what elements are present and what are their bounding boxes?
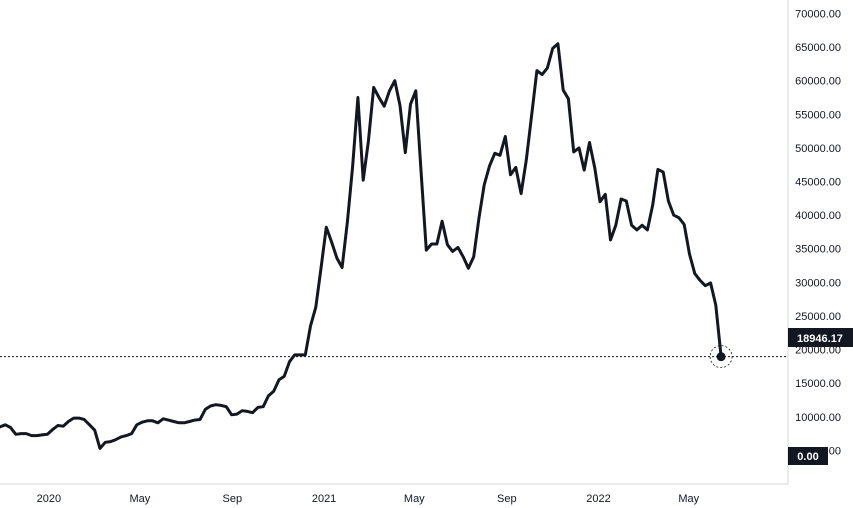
y-tick-label: 40000.00 — [795, 210, 841, 222]
x-tick-label: 2022 — [586, 493, 610, 505]
x-tick-label: May — [129, 493, 150, 505]
price-line — [0, 42, 723, 450]
plot-area[interactable] — [0, 42, 788, 450]
cursor-ring — [709, 345, 733, 369]
y-tick-label: 20000.00 — [795, 345, 841, 357]
y-tick-label: 55000.00 — [795, 109, 841, 121]
time-axis[interactable]: 2020 May Sep 2021 May Sep 2022 May — [37, 493, 700, 505]
x-tick-label: 2020 — [37, 493, 61, 505]
zero-price-badge: 0.00 — [788, 447, 828, 465]
x-tick-label: 2021 — [312, 493, 336, 505]
zero-price-label: 0.00 — [797, 451, 818, 463]
y-tick-label: 25000.00 — [795, 311, 841, 323]
x-tick-label: May — [404, 493, 425, 505]
current-price-label: 18946.17 — [797, 333, 843, 345]
y-tick-label: 30000.00 — [795, 277, 841, 289]
zero-badge-background — [788, 447, 828, 465]
x-tick-label: Sep — [223, 493, 243, 505]
y-tick-label: 60000.00 — [795, 76, 841, 88]
y-tick-label: 15000.00 — [795, 378, 841, 390]
x-tick-label: Sep — [497, 493, 517, 505]
x-tick-label: May — [678, 493, 699, 505]
y-tick-label: 45000.00 — [795, 177, 841, 189]
y-tick-label: 50000.00 — [795, 143, 841, 155]
y-tick-label: 35000.00 — [795, 244, 841, 256]
price-badge-background — [788, 328, 853, 347]
price-axis[interactable]: 70000.00 65000.00 60000.00 55000.00 50000.00… — [795, 8, 841, 457]
last-point-marker[interactable] — [716, 352, 726, 362]
y-tick-label: 70000.00 — [795, 8, 841, 20]
y-tick-label: 10000.00 — [795, 412, 841, 424]
crosshair-price-badge: 18946.17 — [788, 328, 853, 347]
y-tick-label: 65000.00 — [795, 42, 841, 54]
